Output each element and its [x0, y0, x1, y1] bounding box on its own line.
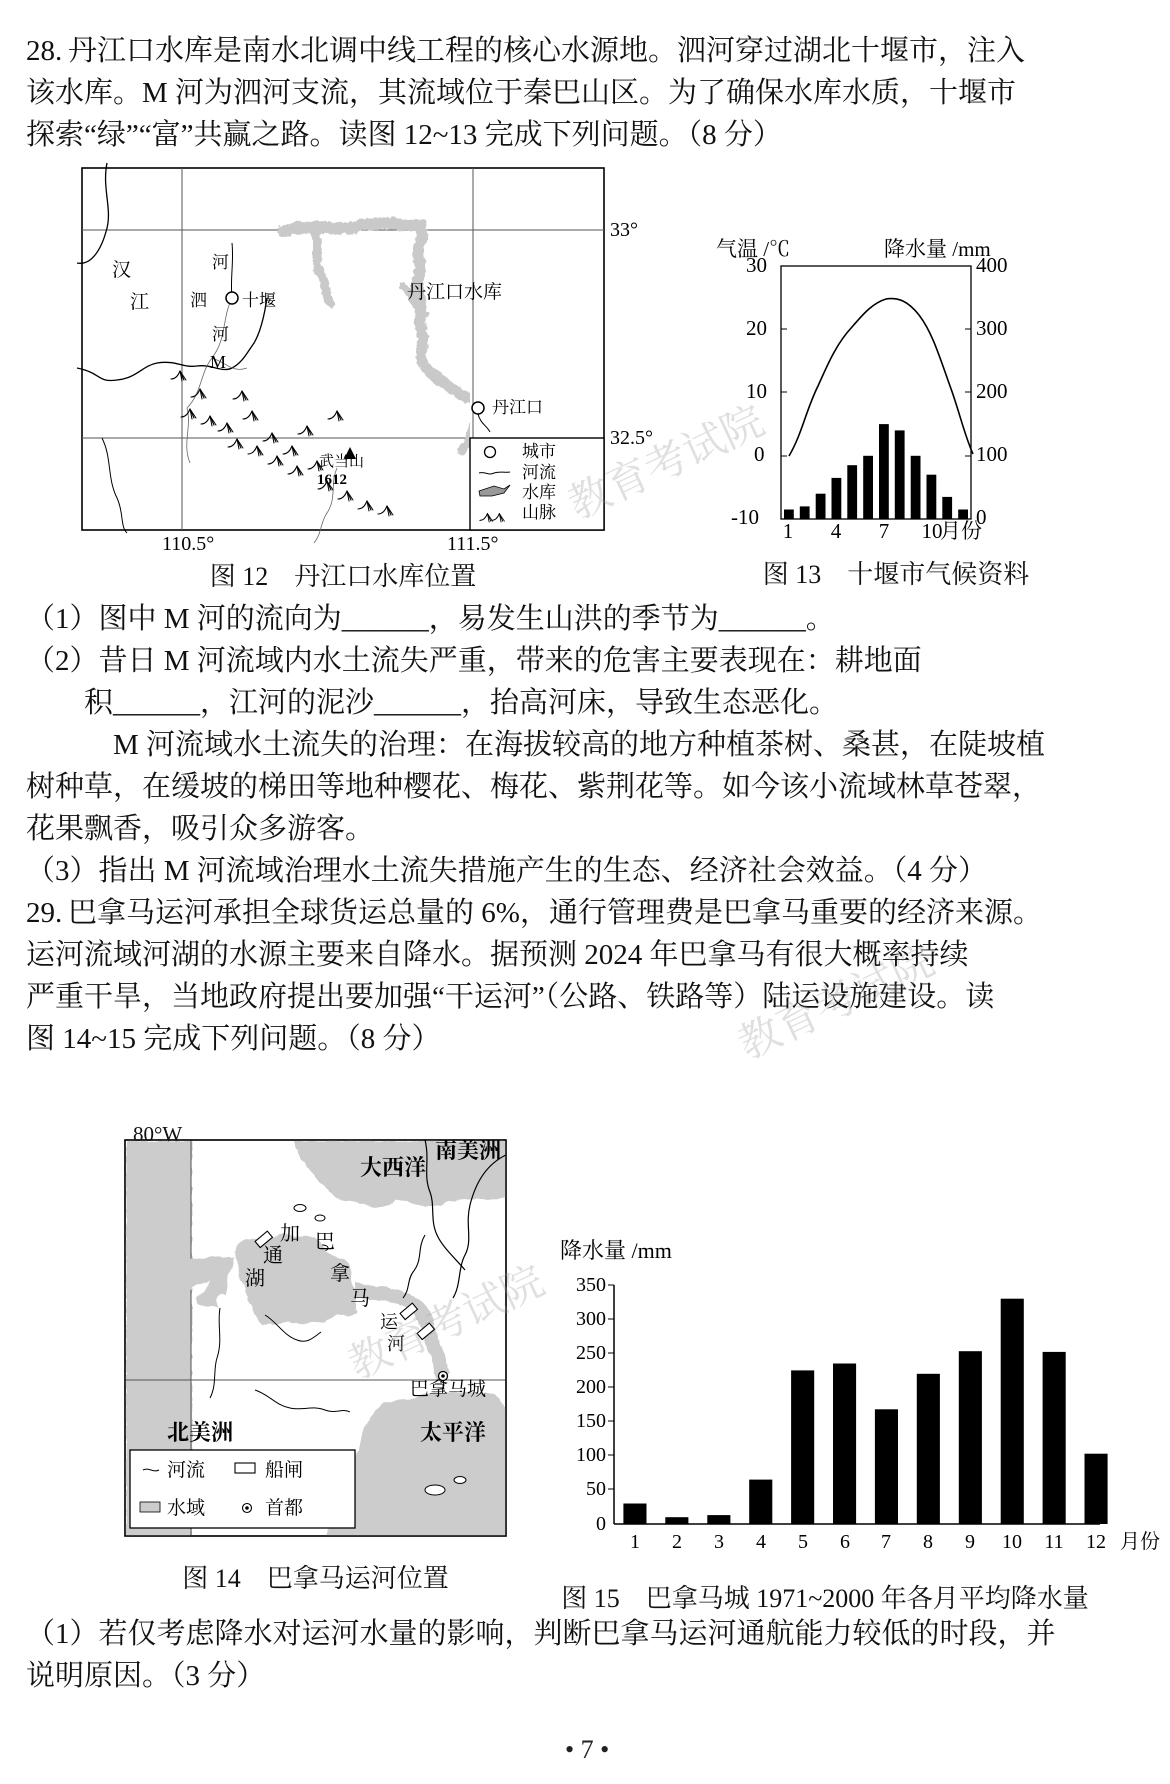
- svg-text:9°N: 9°N: [87, 1369, 119, 1391]
- svg-text:6: 6: [840, 1531, 850, 1553]
- svg-text:32.5°: 32.5°: [610, 427, 653, 449]
- svg-text:4: 4: [756, 1531, 766, 1553]
- svg-text:泗: 泗: [190, 291, 207, 310]
- svg-text:9: 9: [965, 1531, 975, 1553]
- svg-text:武当山: 武当山: [319, 453, 364, 470]
- svg-text:拿: 拿: [330, 1262, 350, 1285]
- svg-text:1612: 1612: [317, 472, 347, 488]
- svg-text:河流: 河流: [522, 463, 556, 482]
- svg-text:丹江口水库: 丹江口水库: [407, 281, 502, 303]
- svg-text:河: 河: [212, 325, 229, 344]
- svg-text:首都: 首都: [265, 1497, 303, 1519]
- svg-text:城市: 城市: [522, 442, 556, 461]
- svg-text:山脉: 山脉: [522, 503, 556, 522]
- svg-text:河: 河: [387, 1334, 405, 1354]
- svg-text:江: 江: [130, 291, 149, 313]
- svg-text:0: 0: [754, 442, 765, 466]
- svg-text:加: 加: [280, 1222, 300, 1245]
- svg-text:太平洋: 太平洋: [420, 1420, 486, 1445]
- svg-text:月份: 月份: [940, 519, 982, 543]
- svg-text:巴拿马城: 巴拿马城: [410, 1378, 486, 1400]
- svg-text:10: 10: [1002, 1531, 1022, 1553]
- svg-text:2: 2: [672, 1531, 682, 1553]
- svg-text:300: 300: [576, 1308, 606, 1330]
- svg-text:水域: 水域: [167, 1497, 205, 1519]
- svg-text:350: 350: [576, 1274, 606, 1296]
- svg-text:30: 30: [746, 253, 767, 277]
- svg-text:大西洋: 大西洋: [360, 1155, 426, 1180]
- svg-text:运: 运: [380, 1312, 399, 1332]
- svg-text:1: 1: [783, 519, 794, 543]
- svg-text:250: 250: [576, 1342, 606, 1364]
- svg-text:33°: 33°: [610, 219, 638, 241]
- svg-text:300: 300: [976, 316, 1008, 340]
- svg-text:河: 河: [212, 253, 229, 272]
- svg-text:7: 7: [881, 1531, 891, 1553]
- svg-text:7: 7: [879, 519, 890, 543]
- svg-text:河流: 河流: [167, 1459, 205, 1481]
- svg-text:汉: 汉: [112, 259, 131, 281]
- svg-text:湖: 湖: [245, 1267, 265, 1290]
- svg-text:400: 400: [976, 253, 1008, 277]
- svg-text:11: 11: [1044, 1531, 1063, 1553]
- svg-text:1: 1: [630, 1531, 640, 1553]
- svg-text:十堰: 十堰: [242, 291, 276, 310]
- svg-text:月份: 月份: [1120, 1530, 1160, 1553]
- svg-text:10: 10: [746, 379, 767, 403]
- svg-text:200: 200: [976, 379, 1008, 403]
- svg-text:北美洲: 北美洲: [167, 1420, 233, 1445]
- svg-text:M: M: [210, 352, 226, 372]
- svg-text:110.5°: 110.5°: [162, 533, 214, 555]
- svg-text:8: 8: [923, 1531, 933, 1553]
- svg-text:-10: -10: [731, 505, 759, 529]
- svg-text:通: 通: [263, 1244, 283, 1267]
- svg-text:降水量 /mm: 降水量 /mm: [560, 1238, 672, 1263]
- svg-text:巴: 巴: [315, 1231, 335, 1253]
- svg-text:南美洲: 南美洲: [435, 1138, 501, 1163]
- svg-text:5: 5: [798, 1531, 808, 1553]
- svg-text:20: 20: [746, 316, 767, 340]
- svg-text:100: 100: [576, 1444, 606, 1466]
- svg-text:200: 200: [576, 1376, 606, 1398]
- svg-text:111.5°: 111.5°: [447, 533, 499, 555]
- svg-text:4: 4: [831, 519, 842, 543]
- svg-text:丹江口: 丹江口: [492, 398, 543, 417]
- svg-text:降水量 /mm: 降水量 /mm: [884, 237, 991, 261]
- svg-text:水库: 水库: [522, 483, 556, 502]
- svg-text:3: 3: [714, 1531, 724, 1553]
- svg-text:150: 150: [576, 1410, 606, 1432]
- svg-text:12: 12: [1086, 1531, 1106, 1553]
- svg-text:船闸: 船闸: [265, 1459, 303, 1481]
- svg-text:马: 马: [350, 1287, 370, 1310]
- svg-text:0: 0: [596, 1513, 606, 1535]
- svg-text:100: 100: [976, 442, 1008, 466]
- svg-text:50: 50: [586, 1478, 606, 1500]
